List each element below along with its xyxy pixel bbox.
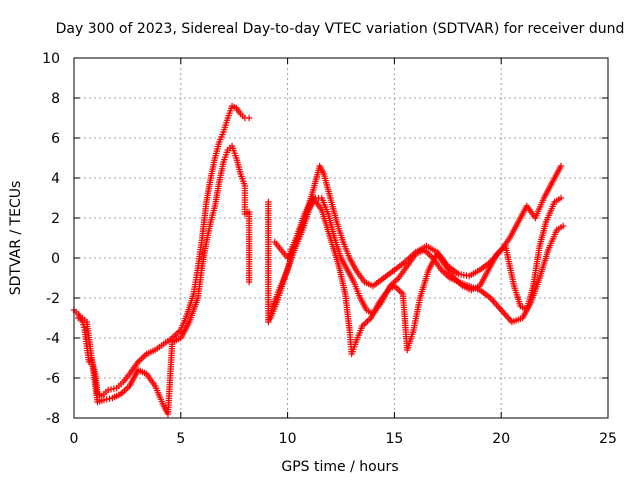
x-tick-label: 0: [70, 431, 79, 447]
data-point: [107, 386, 115, 393]
y-tick-label: -2: [46, 291, 60, 307]
x-tick-label: 25: [599, 431, 617, 447]
y-tick-label: -6: [46, 371, 60, 387]
x-axis-label: GPS time / hours: [281, 459, 398, 475]
data-point: [559, 222, 567, 230]
x-tick-label: 20: [492, 431, 510, 447]
y-tick-label: 2: [51, 211, 60, 227]
x-tick-label: 5: [176, 431, 185, 447]
data-point: [100, 396, 108, 404]
y-axis-label: SDTVAR / TECUs: [8, 181, 24, 296]
data-point: [106, 395, 113, 402]
data-point: [245, 278, 253, 286]
data-point: [557, 194, 565, 202]
y-tick-label: -8: [46, 411, 60, 427]
x-tick-label: 10: [279, 431, 297, 447]
x-tick-label: 15: [385, 431, 403, 447]
plot-frame: [73, 57, 609, 419]
data-point: [104, 386, 112, 394]
data-point: [245, 114, 253, 122]
data-point: [557, 162, 565, 170]
y-tick-label: 10: [42, 51, 60, 67]
chart-title: Day 300 of 2023, Sidereal Day-to-day VTE…: [56, 21, 625, 37]
data-point: [103, 396, 110, 403]
series-track-b: [75, 142, 253, 418]
y-tick-label: 8: [51, 91, 60, 107]
series-track-a: [70, 102, 253, 400]
y-tick-label: 4: [51, 171, 60, 187]
y-tick-label: -4: [46, 331, 60, 347]
y-tick-label: 0: [51, 251, 60, 267]
data-point: [110, 385, 118, 392]
axis-ticks: 0 5 10 15 20 25 -8 -6 -4 -2 0 2 4 6 8 10: [42, 51, 617, 447]
data-points: [70, 102, 567, 418]
series-track-e: [271, 194, 565, 358]
y-tick-label: 6: [51, 131, 60, 147]
